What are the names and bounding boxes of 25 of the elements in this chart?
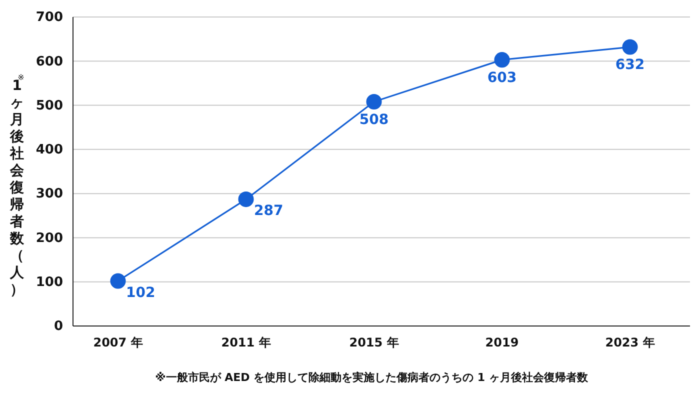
point	[622, 39, 638, 55]
data-label: 632	[615, 57, 645, 74]
data-label: 603	[487, 70, 517, 86]
y-tick-label: 600	[36, 54, 63, 70]
x-tick-label: 2019	[485, 336, 519, 350]
y-tick-label: 400	[36, 142, 63, 158]
y-tick-label: 100	[36, 275, 63, 290]
point	[238, 192, 254, 208]
data-label: 508	[359, 112, 389, 128]
x-tick-label: 2011 年	[221, 336, 271, 350]
y-tick-label: 500	[36, 98, 63, 114]
x-tick-label: 2015 年	[349, 336, 399, 350]
point	[494, 52, 510, 68]
y-axis-title: ※1ヶ月後社会復帰者数（人）	[10, 73, 24, 298]
text: ※一般市民が AED を使用して除細動を実施した傷病者のうちの 1 ヶ月後社会復帰者数	[155, 371, 589, 384]
x-tick-label: 2023 年	[605, 336, 655, 350]
y-tick-label: 300	[36, 186, 63, 202]
y-tick-label: 0	[54, 319, 63, 334]
y-tick-label: 200	[36, 230, 63, 246]
x-tick-label: 2007 年	[93, 336, 143, 350]
point	[366, 94, 382, 110]
y-tick-label: 700	[36, 10, 63, 26]
data-label: 287	[254, 203, 284, 220]
data-label: 102	[126, 284, 156, 301]
point	[110, 273, 126, 289]
